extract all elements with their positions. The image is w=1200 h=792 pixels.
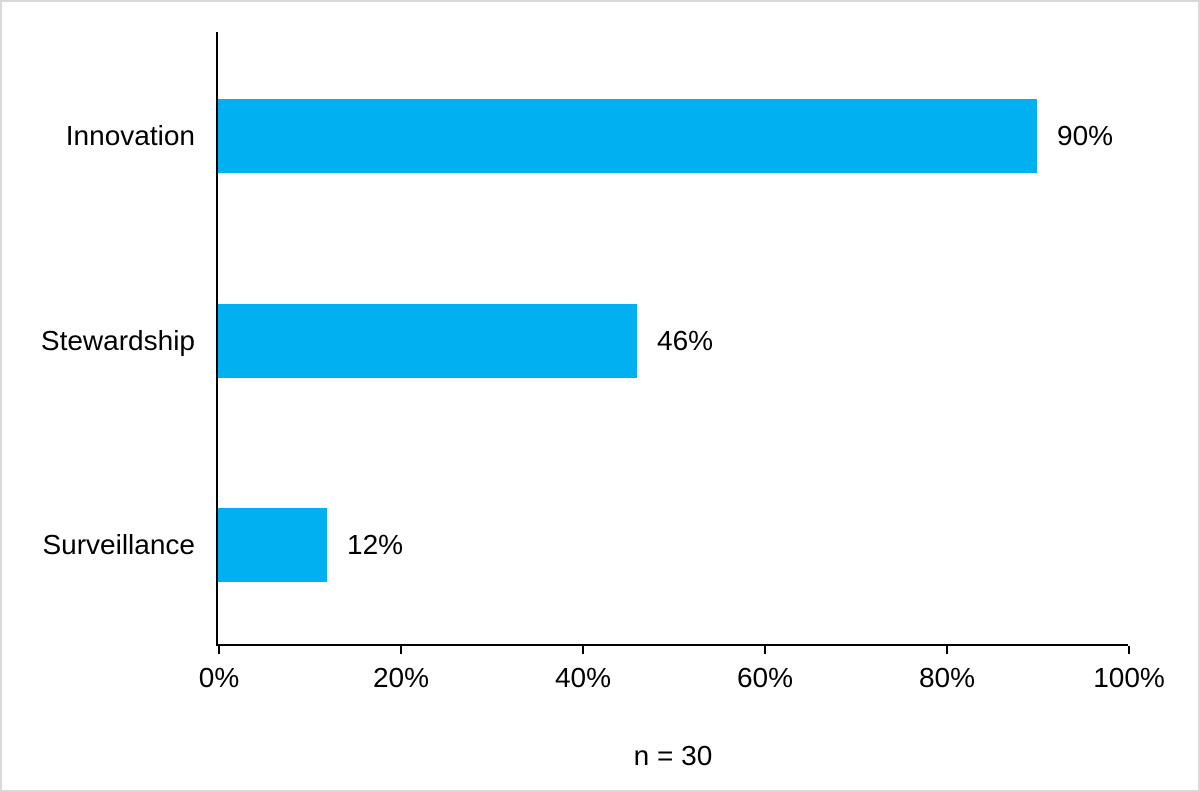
x-tick-mark — [582, 646, 584, 654]
x-tick-mark — [400, 646, 402, 654]
category-label: Surveillance — [42, 529, 195, 560]
y-axis-line — [216, 32, 218, 646]
x-tick-label: 100% — [1093, 662, 1165, 693]
x-tick-mark — [764, 646, 766, 654]
value-label: 90% — [1057, 120, 1114, 151]
sample-size-caption: n = 30 — [633, 740, 713, 771]
x-tick-mark — [946, 646, 948, 654]
x-tick-label: 20% — [372, 662, 430, 693]
x-tick-label: 40% — [554, 662, 612, 693]
x-tick-label: 0% — [198, 662, 240, 693]
bar — [218, 99, 1037, 173]
x-axis-line — [216, 644, 1128, 646]
x-tick-mark — [218, 646, 220, 654]
x-tick-label: 60% — [736, 662, 794, 693]
bar — [218, 508, 327, 582]
category-label: Innovation — [65, 120, 195, 151]
value-label: 46% — [657, 325, 714, 356]
category-label: Stewardship — [40, 325, 195, 356]
bar — [218, 304, 637, 378]
x-tick-mark — [1128, 646, 1130, 654]
x-tick-label: 80% — [918, 662, 976, 693]
value-label: 12% — [347, 529, 404, 560]
